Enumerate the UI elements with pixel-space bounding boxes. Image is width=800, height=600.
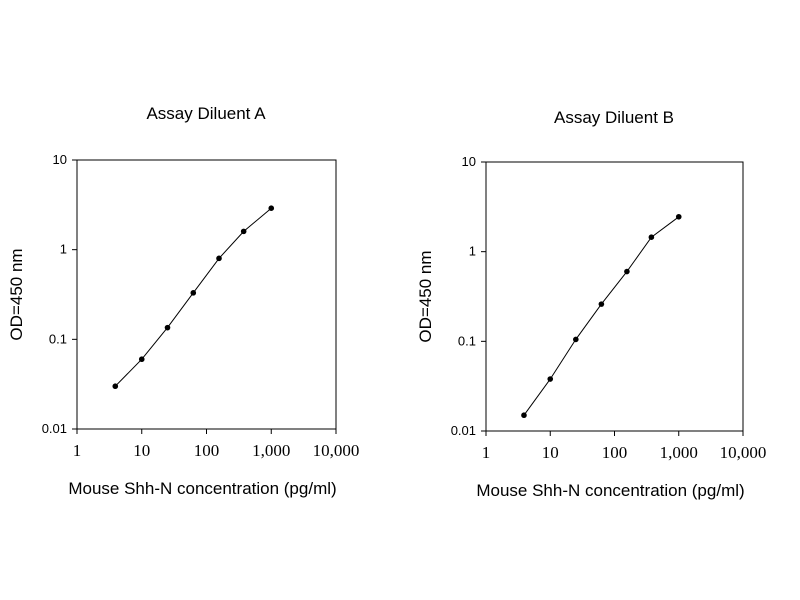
y-tick-label: 0.1	[49, 331, 67, 346]
chart-panel-b: Assay Diluent B 0.01 0.1 1 10 1 10 100 1,000 10,0…	[416, 108, 766, 500]
y-axis-label: OD=450 nm	[7, 248, 26, 340]
data-point	[675, 213, 682, 220]
y-tick-label: 1	[60, 242, 67, 257]
y-tick-label: 1	[469, 244, 476, 259]
data-point	[216, 255, 222, 262]
series-line	[523, 216, 680, 416]
data-point	[164, 324, 171, 331]
data-point	[648, 234, 655, 240]
data-point	[624, 268, 630, 275]
x-axis-label: Mouse Shh-N concentration (pg/ml)	[476, 481, 744, 500]
x-tick-label: 1,000	[660, 443, 698, 462]
y-tick-label: 0.01	[42, 421, 67, 436]
data-point	[268, 205, 275, 212]
y-tick-label: 10	[53, 152, 67, 167]
y-tick-label: 10	[462, 154, 476, 169]
x-tick-label: 10,000	[720, 443, 767, 462]
series-line	[114, 207, 272, 387]
data-point	[112, 383, 119, 390]
x-tick-label: 100	[194, 441, 220, 460]
data-point	[598, 301, 605, 307]
x-tick-label: 1,000	[252, 441, 290, 460]
chart-panel-a: Assay Diluent A 0.01 0.1 1 10 1 10 100 1,000 10,0…	[7, 104, 359, 498]
x-tick-label: 100	[602, 443, 628, 462]
chart-title: Assay Diluent B	[554, 108, 674, 127]
y-tick-label: 0.1	[458, 333, 476, 348]
x-tick-label: 10	[542, 443, 559, 462]
data-point	[547, 376, 554, 382]
y-axis-label: OD=450 nm	[416, 250, 435, 342]
data-point	[240, 228, 247, 235]
y-tick-label: 0.01	[451, 423, 476, 438]
data-point	[190, 290, 197, 296]
data-point	[138, 356, 145, 363]
chart-title: Assay Diluent A	[146, 104, 266, 123]
x-tick-label: 1	[482, 443, 491, 462]
x-axis-label: Mouse Shh-N concentration (pg/ml)	[68, 479, 336, 498]
data-point	[521, 412, 527, 419]
x-tick-label: 10,000	[313, 441, 360, 460]
x-tick-label: 1	[73, 441, 82, 460]
x-tick-label: 10	[133, 441, 150, 460]
plot-frame	[485, 161, 744, 432]
data-point	[573, 336, 579, 343]
